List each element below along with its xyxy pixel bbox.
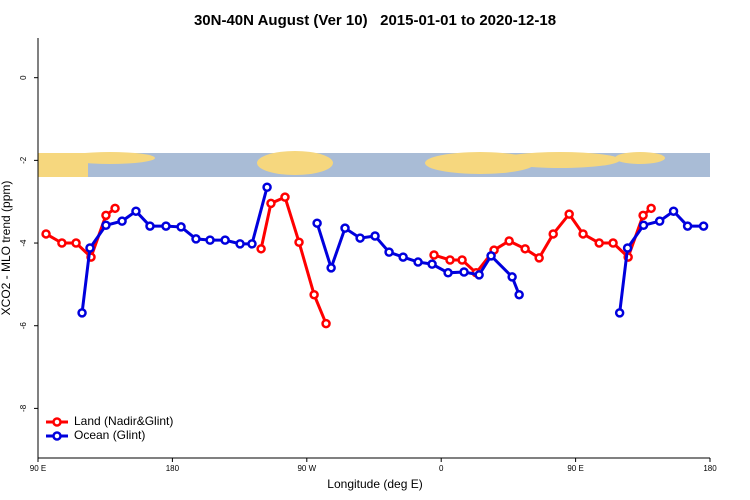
point <box>235 239 245 249</box>
point <box>101 210 111 221</box>
x-axis-label: Longitude (deg E) <box>327 477 422 491</box>
point <box>262 182 272 192</box>
point <box>578 229 588 239</box>
point <box>548 229 558 239</box>
map-strip <box>38 151 710 177</box>
point <box>370 231 380 241</box>
point <box>101 220 111 231</box>
point <box>594 238 604 248</box>
point <box>326 263 336 273</box>
point <box>398 252 408 262</box>
y-axis-label: XCO2 - MLO trend (ppm) <box>0 181 13 316</box>
point <box>646 203 656 214</box>
point <box>459 267 469 277</box>
point <box>520 244 530 254</box>
point <box>443 268 453 278</box>
point <box>507 272 517 282</box>
point <box>321 318 331 329</box>
point <box>682 221 693 231</box>
point <box>41 229 51 239</box>
point <box>77 308 87 318</box>
point <box>608 238 618 248</box>
y-tick-label: 0 <box>19 75 28 80</box>
point <box>220 235 230 245</box>
point <box>427 259 437 269</box>
point <box>622 243 633 253</box>
legend-marker <box>52 417 62 427</box>
x-tick-label: 90 E <box>567 464 583 473</box>
point <box>266 198 276 209</box>
point <box>514 289 524 300</box>
point <box>176 222 186 232</box>
legend-label: Ocean (Glint) <box>74 428 145 442</box>
y-tick-label: -4 <box>19 239 28 247</box>
point <box>294 237 304 247</box>
x-tick-label: 90 W <box>297 464 316 473</box>
point <box>474 270 484 280</box>
point <box>309 289 319 300</box>
point <box>445 255 455 265</box>
point <box>457 255 467 265</box>
point <box>534 253 544 263</box>
point <box>638 210 648 221</box>
x-tick-label: 180 <box>703 464 717 473</box>
point <box>614 308 625 318</box>
y-tick-label: -8 <box>19 404 28 412</box>
point <box>280 192 290 202</box>
point <box>312 218 322 228</box>
point <box>504 236 514 246</box>
point <box>85 243 95 253</box>
y-tick-label: -2 <box>19 156 28 164</box>
point <box>131 206 141 216</box>
point <box>486 251 496 261</box>
point <box>247 239 257 249</box>
point <box>71 238 81 248</box>
point <box>161 221 171 231</box>
x-tick-label: 0 <box>439 464 444 473</box>
series-line <box>45 195 653 325</box>
point <box>117 216 127 226</box>
chart-title: 30N-40N August (Ver 10) 2015-01-01 to 20… <box>194 12 556 29</box>
point <box>384 247 394 257</box>
point <box>256 244 266 254</box>
x-tick-label: 90 E <box>30 464 46 473</box>
point <box>340 223 350 233</box>
point <box>429 250 439 260</box>
legend: Land (Nadir&Glint)Ocean (Glint) <box>46 414 173 442</box>
point <box>638 220 649 231</box>
point <box>145 221 155 231</box>
point <box>191 234 201 244</box>
point <box>57 238 67 248</box>
legend-label: Land (Nadir&Glint) <box>74 414 173 428</box>
point <box>413 257 423 267</box>
point <box>564 209 574 219</box>
x-tick-label: 180 <box>166 464 180 473</box>
y-tick-label: -6 <box>19 322 28 330</box>
point <box>698 221 709 231</box>
legend-marker <box>52 431 62 441</box>
point <box>110 203 120 214</box>
point <box>668 206 679 216</box>
point <box>654 216 665 226</box>
point <box>355 233 365 243</box>
point <box>205 235 215 245</box>
